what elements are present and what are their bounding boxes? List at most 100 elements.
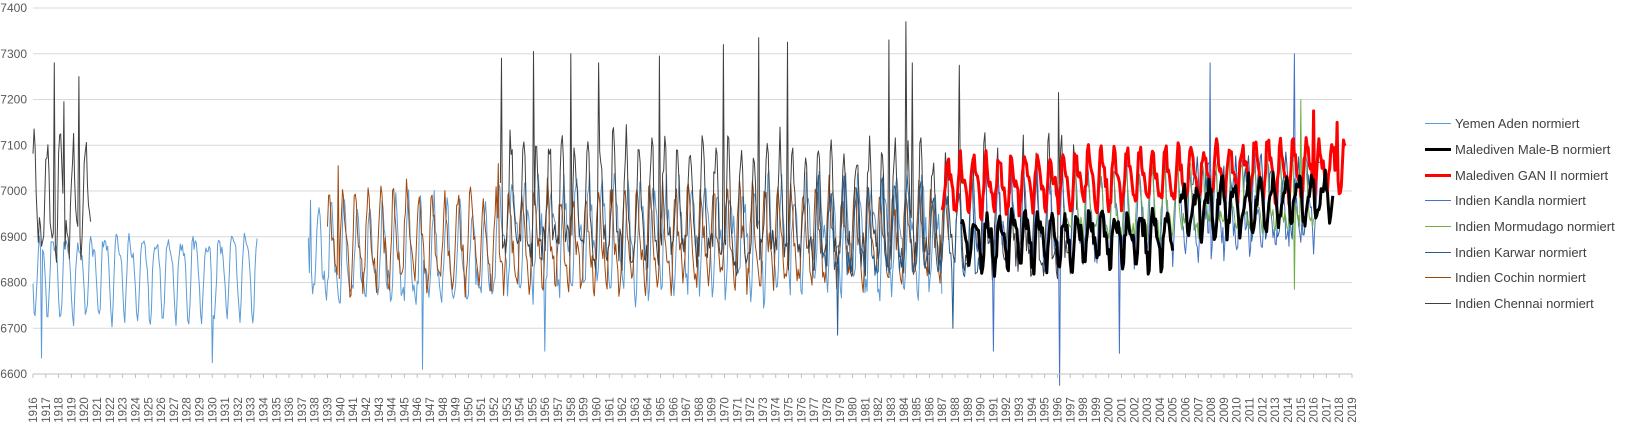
legend-swatch	[1425, 303, 1451, 305]
x-tick-label: 2019	[1347, 397, 1359, 423]
y-tick-label: 7300	[0, 47, 27, 61]
x-tick-label: 2014	[1283, 397, 1295, 423]
x-tick-label: 1977	[809, 397, 821, 423]
legend-item: Indien Mormudago normiert	[1425, 214, 1635, 240]
x-tick-label: 1968	[694, 397, 706, 423]
legend-item: Indien Karwar normiert	[1425, 239, 1635, 265]
legend-swatch	[1425, 123, 1451, 125]
x-tick-label: 1949	[451, 397, 463, 423]
x-tick-label: 2005	[1168, 397, 1180, 423]
legend-item: Indien Cochin normiert	[1425, 265, 1635, 291]
x-tick-label: 1981	[860, 397, 872, 423]
x-tick-label: 1954	[515, 397, 527, 423]
x-tick-label: 2012	[1257, 397, 1269, 423]
x-tick-label: 2010	[1232, 397, 1244, 423]
y-tick-label: 6800	[0, 276, 27, 290]
x-tick-label: 1972	[745, 397, 757, 423]
legend-label: Yemen Aden normiert	[1455, 116, 1580, 132]
x-tick-label: 1946	[412, 397, 424, 423]
x-tick-label: 1929	[194, 397, 206, 423]
x-tick-label: 1982	[873, 397, 885, 423]
x-tick-label: 1961	[604, 397, 616, 423]
x-tick-label: 1942	[361, 397, 373, 423]
x-tick-label: 1966	[668, 397, 680, 423]
x-tick-label: 1979	[835, 397, 847, 423]
x-tick-label: 1967	[681, 397, 693, 423]
x-tick-label: 1931	[220, 397, 232, 423]
x-tick-label: 1955	[527, 397, 539, 423]
legend-swatch	[1425, 200, 1451, 202]
y-tick-label: 6900	[0, 230, 27, 244]
x-tick-label: 1960	[591, 397, 603, 423]
x-tick-label: 2018	[1334, 397, 1346, 423]
x-tick-label: 1918	[54, 397, 66, 423]
series-line-segment	[959, 206, 1175, 278]
x-tick-label: 1926	[156, 397, 168, 423]
series-malediven-male-b-normiert	[959, 168, 1335, 278]
x-tick-label: 1959	[579, 397, 591, 423]
x-tick-label: 2000	[1104, 397, 1116, 423]
x-tick-label: 1983	[886, 397, 898, 423]
legend-label: Indien Chennai normiert	[1455, 296, 1594, 312]
x-tick-label: 1925	[143, 397, 155, 423]
series-malediven-gan-ii-normiert	[940, 109, 1347, 222]
x-tick-label: 1995	[1040, 397, 1052, 423]
x-tick-label: 1935	[271, 397, 283, 423]
series-line-segment	[497, 170, 943, 352]
x-tick-label: 1956	[540, 397, 552, 423]
legend-label: Malediven Male-B normiert	[1455, 142, 1611, 158]
x-tick-label: 1934	[259, 397, 271, 423]
x-tick-label: 2001	[1116, 397, 1128, 423]
series-line-segment	[307, 189, 499, 370]
x-tick-label: 1923	[118, 397, 130, 423]
x-tick-label: 1950	[463, 397, 475, 423]
legend-item: Indien Chennai normiert	[1425, 291, 1635, 317]
x-tick-label: 2011	[1245, 398, 1257, 423]
chart-legend: Yemen Aden normiert Malediven Male-B norm…	[1425, 111, 1635, 317]
x-tick-label: 1943	[374, 397, 386, 423]
x-tick-label: 1948	[438, 397, 450, 423]
x-tick-label: 1998	[1078, 397, 1090, 423]
series-line-segment	[1178, 168, 1335, 244]
x-tick-label: 1932	[233, 397, 245, 423]
y-tick-label: 7000	[0, 184, 27, 198]
x-tick-label: 1945	[399, 397, 411, 423]
legend-label: Indien Cochin normiert	[1455, 270, 1586, 286]
x-tick-label: 2003	[1142, 397, 1154, 423]
x-tick-label: 2016	[1309, 397, 1321, 423]
x-tick-label: 1920	[79, 397, 91, 423]
x-tick-label: 2017	[1321, 397, 1333, 423]
x-tick-label: 1944	[387, 397, 399, 423]
x-tick-label: 2015	[1296, 397, 1308, 423]
x-tick-label: 1999	[1091, 397, 1103, 423]
x-tick-label: 2013	[1270, 397, 1282, 423]
legend-label: Indien Kandla normiert	[1455, 193, 1586, 209]
x-tick-label: 1984	[899, 397, 911, 423]
x-tick-label: 2004	[1155, 397, 1167, 423]
x-tick-label: 1937	[297, 397, 309, 423]
legend-swatch	[1425, 148, 1451, 152]
x-tick-label: 1962	[617, 397, 629, 423]
x-tick-label: 1971	[732, 397, 744, 423]
x-tick-label: 1973	[758, 397, 770, 423]
x-tick-label: 1975	[784, 397, 796, 423]
y-tick-label: 7100	[0, 138, 27, 152]
x-tick-label: 1951	[476, 397, 488, 423]
x-tick-label: 2006	[1181, 397, 1193, 423]
x-tick-label: 1986	[924, 397, 936, 423]
series-yemen-aden-normiert	[32, 170, 943, 370]
x-tick-label: 1978	[822, 397, 834, 423]
x-tick-label: 1922	[105, 397, 117, 423]
legend-item: Yemen Aden normiert	[1425, 111, 1635, 137]
x-tick-label: 1940	[335, 397, 347, 423]
x-tick-label: 1928	[182, 397, 194, 423]
x-tick-label: 1970	[720, 397, 732, 423]
x-tick-label: 1917	[41, 397, 53, 423]
x-tick-label: 1996	[1052, 397, 1064, 423]
legend-label: Malediven GAN II normiert	[1455, 167, 1609, 183]
legend-swatch	[1425, 277, 1451, 279]
x-tick-label: 1957	[553, 397, 565, 423]
x-tick-label: 1991	[988, 397, 1000, 423]
x-tick-label: 1994	[1027, 397, 1039, 423]
